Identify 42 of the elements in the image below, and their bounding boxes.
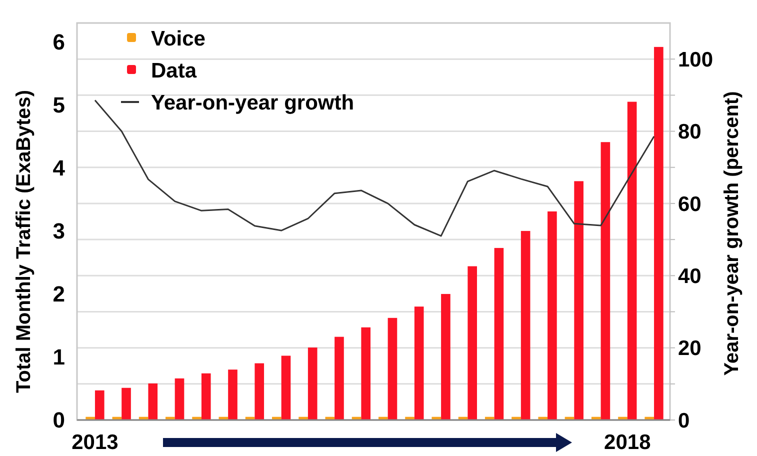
y-tick-label: 4 [52,156,66,181]
bar [334,336,344,420]
bar [228,370,238,420]
bar [627,102,637,420]
y2-tick-label: 60 [678,192,702,216]
y-tick-label: 3 [52,218,65,244]
bar [414,306,424,420]
y2-tick-label: 20 [678,337,702,360]
y2-axis-title: Year-on-year growth (percent) [721,91,743,376]
y2-tick-label: 80 [678,120,702,144]
bar [201,373,211,420]
bar [94,390,104,420]
bar [122,388,131,420]
bar [281,356,291,420]
bar [468,266,477,420]
y-tick-label: 0 [52,408,65,433]
y-tick-label: 6 [52,30,65,55]
bar [494,248,504,420]
bar [308,348,318,420]
bar [654,46,664,420]
y-tick-label: 2 [52,282,65,307]
bar [441,294,450,420]
bar [548,211,557,420]
x-tick-label: 2018 [604,431,652,454]
x-tick-label: 2013 [72,431,118,454]
bar [388,318,398,420]
bar [574,181,584,420]
y2-tick-label: 40 [678,264,702,288]
bar [520,230,530,420]
bar [254,363,264,420]
y2-tick-label: 0 [678,409,690,432]
bar [361,327,371,420]
y-axis-title: Total Monthly Traffic (ExaBytes) [13,90,35,394]
legend-label: Voice [151,27,206,50]
bar [600,142,610,420]
y-tick-label: 5 [52,92,65,118]
bar [148,383,158,420]
legend-label: Year-on-year growth [151,91,354,114]
y2-tick-label: 100 [678,48,714,72]
legend-label: Data [151,59,197,82]
y-tick-label: 1 [52,344,65,370]
bar [174,378,184,420]
